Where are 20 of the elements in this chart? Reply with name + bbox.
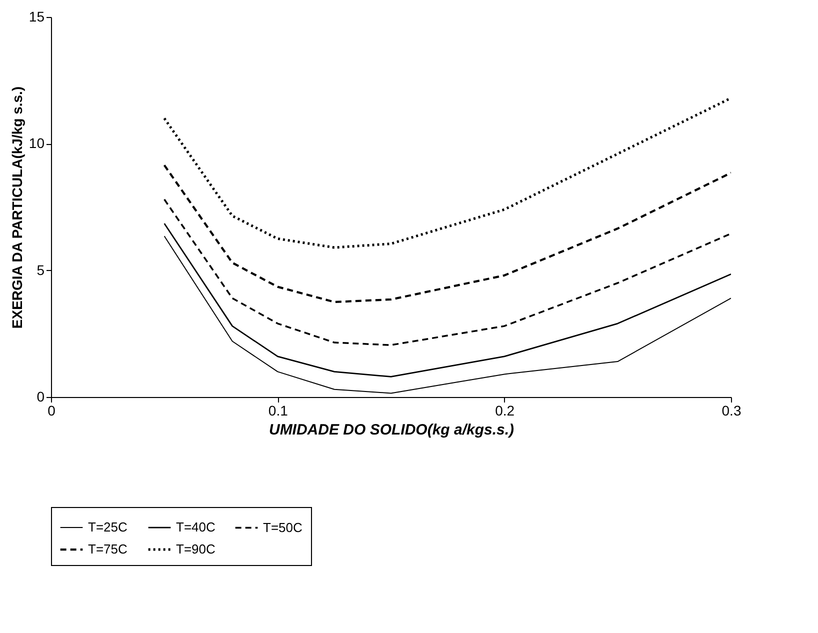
y-tick-label: 15 [28,8,45,24]
legend-label: T=75C [88,542,128,556]
y-tick-label: 0 [36,388,45,404]
legend-label: T=25C [88,520,128,534]
line-series [164,236,731,394]
line-series [164,222,731,378]
y-tick-label: 10 [28,135,45,152]
line-series [163,198,731,346]
x-tick-label: 0.3 [722,402,742,418]
legend-label: T=40C [176,520,216,534]
line-series [163,96,731,249]
x-tick-label: 0 [48,402,56,418]
x-tick-label: 0.2 [495,402,515,418]
line-series [163,164,731,304]
y-axis-title: EXERGIA DA PARTICULA(kJ/kg s.s.) [8,86,25,329]
x-tick-label: 0.1 [268,402,288,418]
legend-label: T=90C [176,542,216,556]
x-axis-title: UMIDADE DO SOLIDO(kg a/kgs.s.) [268,422,514,438]
y-tick-label: 5 [36,262,45,278]
legend-label: T=50C [263,520,302,535]
